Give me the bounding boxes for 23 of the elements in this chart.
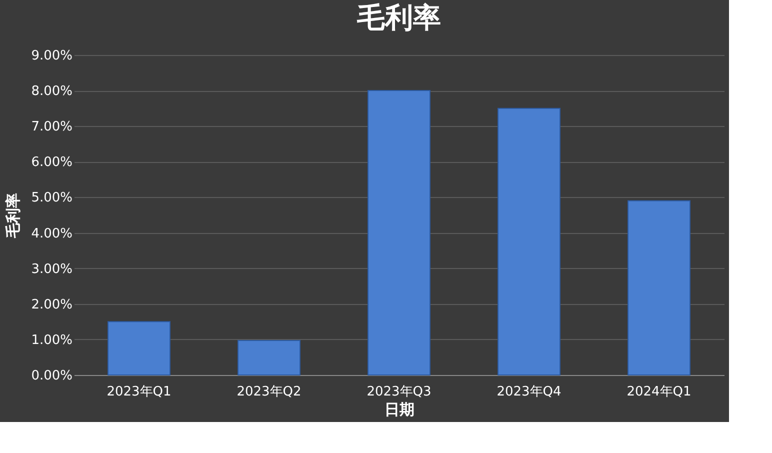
x-axis-title: 日期 xyxy=(384,400,414,418)
bar xyxy=(238,340,300,376)
x-tick-label: 2023年Q3 xyxy=(366,384,432,400)
y-tick-label: 8.00% xyxy=(31,84,72,100)
y-tick-label: 1.00% xyxy=(31,332,72,348)
chart-title: 毛利率 xyxy=(356,1,441,34)
x-tick-label: 2023年Q2 xyxy=(236,384,302,400)
bar xyxy=(368,90,430,376)
bar xyxy=(498,108,560,376)
x-tick-label: 2024年Q1 xyxy=(626,384,692,400)
y-tick-label: 7.00% xyxy=(31,120,72,135)
y-tick-label: 0.00% xyxy=(31,368,72,384)
y-tick-label: 5.00% xyxy=(31,190,72,206)
x-tick-label: 2023年Q4 xyxy=(496,384,562,400)
y-tick-label: 6.00% xyxy=(31,155,72,170)
x-tick-label: 2023年Q1 xyxy=(106,384,172,400)
bar xyxy=(628,200,690,376)
y-tick-label: 4.00% xyxy=(31,226,72,242)
y-tick-label: 3.00% xyxy=(31,262,72,277)
y-tick-label: 9.00% xyxy=(31,48,72,64)
y-axis-title: 毛利率 xyxy=(4,193,22,239)
y-tick-label: 2.00% xyxy=(31,297,72,312)
bar xyxy=(108,321,170,376)
